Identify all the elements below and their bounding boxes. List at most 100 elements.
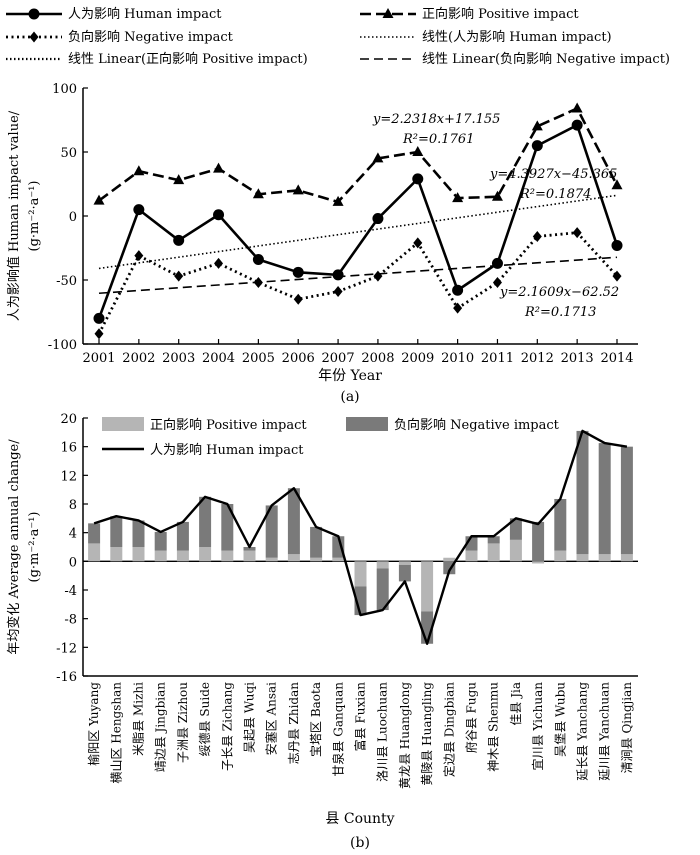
x-tick-label: 2003 xyxy=(162,351,195,366)
negative-impact-point xyxy=(253,277,263,289)
negative-impact-point xyxy=(373,270,383,282)
y-tick-label: 100 xyxy=(52,82,77,97)
positive-impact-bar xyxy=(398,561,411,565)
trend-r2: R²=0.1874 xyxy=(519,187,591,202)
negative-impact-bar xyxy=(554,498,567,551)
positive-impact-bar xyxy=(443,557,456,562)
positive-impact-point xyxy=(611,179,623,190)
category-label: 米脂县 Mizhi xyxy=(131,682,146,756)
trend-r2: R²=0.1713 xyxy=(524,305,596,320)
category-label: 佳县 Jia xyxy=(509,682,523,726)
trend-equation: y=2.1609x−62.52 xyxy=(499,285,619,300)
y-axis-unit: (g·m⁻²·a⁻¹) xyxy=(27,512,42,583)
negative-impact-bar xyxy=(532,521,545,562)
positive-impact-point xyxy=(173,174,185,185)
negative-impact-point xyxy=(492,277,502,289)
x-tick-label: 2001 xyxy=(82,351,115,366)
negative-impact-point xyxy=(453,302,463,314)
y-tick-label: -12 xyxy=(56,641,77,656)
positive-impact-point xyxy=(133,165,145,176)
negative-impact-bar xyxy=(199,496,212,547)
human-impact-point xyxy=(93,312,105,324)
category-label: 子长县 Zichang xyxy=(220,682,234,771)
category-label: 子洲县 Zizhou xyxy=(176,682,190,763)
y-axis-title: 人为影响值 Human impact value/ xyxy=(6,110,22,321)
positive-impact-bar xyxy=(421,561,434,612)
category-label: 清涧县 Qingjian xyxy=(620,682,634,774)
human-impact-point xyxy=(611,239,623,251)
y-tick-label: 50 xyxy=(60,146,77,161)
positive-impact-point xyxy=(412,146,424,156)
positive-impact-bar xyxy=(88,543,101,562)
category-label: 延川县 Yanchuan xyxy=(598,682,612,781)
x-tick-label: 2009 xyxy=(401,351,434,366)
caption-a: (a) xyxy=(340,389,359,405)
positive-impact-point xyxy=(531,120,543,131)
category-label: 吴起县 Wuqi xyxy=(243,682,257,753)
category-label: 宜川县 Yichuan xyxy=(530,682,545,771)
y-axis-unit: (g·m⁻²·a⁻¹) xyxy=(27,181,42,252)
x-tick-label: 2008 xyxy=(361,351,394,366)
positive-impact-bar xyxy=(221,550,234,562)
positive-impact-bar xyxy=(465,550,478,562)
human-impact-point xyxy=(372,213,384,225)
category-label: 黄龙县 Huanglong xyxy=(398,682,412,789)
y-tick-label: 4 xyxy=(69,527,77,542)
negative-impact-bar xyxy=(243,547,256,551)
category-label: 宝塔区 Baota xyxy=(309,682,323,757)
trend-equation: y=4.3927x−45.365 xyxy=(489,167,617,182)
human-impact-point xyxy=(491,257,503,269)
category-label: 洛川县 Luochuan xyxy=(375,682,390,782)
legend-b: 正向影响 Positive impact 负向影响 Negative impact… xyxy=(102,417,560,458)
human-impact-point xyxy=(133,204,145,216)
legend-label: 负向影响 Negative impact xyxy=(68,29,234,45)
negative-impact-bar xyxy=(332,536,345,558)
legend-label: 负向影响 Negative impact xyxy=(394,417,560,433)
legend-marker-human xyxy=(28,8,40,20)
x-axis-title: 年份 Year xyxy=(318,368,382,384)
negative-impact-bar xyxy=(221,504,234,551)
legend-label: 正向影响 Positive impact xyxy=(422,6,579,22)
positive-impact-bar xyxy=(576,554,589,562)
x-tick-label: 2004 xyxy=(202,351,235,366)
y-tick-label: 20 xyxy=(60,412,77,427)
positive-impact-bar xyxy=(487,543,500,562)
negative-impact-bar xyxy=(576,430,589,555)
human-impact-point xyxy=(412,173,424,185)
category-label: 靖边县 Jingbian xyxy=(154,682,168,773)
negative-impact-bar xyxy=(376,568,389,611)
legend-label: 线性 Linear(负向影响 Negative impact) xyxy=(422,51,670,67)
negative-impact-point xyxy=(333,286,343,298)
y-tick-label: 0 xyxy=(69,555,77,570)
human-impact-point xyxy=(213,209,225,221)
trendline-0 xyxy=(98,194,618,270)
category-label: 定边县 Dingbian xyxy=(441,682,456,777)
category-label: 志丹县 Zhidan xyxy=(287,682,301,765)
positive-impact-bar xyxy=(199,547,212,562)
y-axis-title: 年均变化 Average annual change/ xyxy=(6,439,22,655)
y-tick-label: 8 xyxy=(69,498,77,513)
negative-impact-bar xyxy=(88,523,101,544)
x-axis-title: 县 County xyxy=(325,811,394,827)
y-tick-label: -100 xyxy=(48,338,77,353)
x-tick-label: 2012 xyxy=(521,351,554,366)
negative-impact-bar xyxy=(310,526,323,558)
series-line-2 xyxy=(97,231,619,335)
negative-impact-point xyxy=(612,270,622,282)
legend-label: 线性 Linear(正向影响 Positive impact) xyxy=(68,51,308,67)
positive-impact-point xyxy=(213,162,225,173)
legend-label: 人为影响 Human impact xyxy=(150,442,304,458)
human-impact-point xyxy=(332,269,344,281)
negative-impact-bar xyxy=(620,446,633,555)
positive-impact-bar xyxy=(110,547,123,562)
positive-impact-bar xyxy=(598,554,611,562)
positive-impact-point xyxy=(93,194,105,205)
category-label: 延长县 Yanchang xyxy=(576,682,590,781)
caption-b: (b) xyxy=(350,835,370,851)
negative-impact-bar xyxy=(487,536,500,544)
legend-marker-negative xyxy=(29,31,39,43)
series-line-0 xyxy=(97,123,619,319)
category-label: 府谷县 Fugu xyxy=(464,682,479,754)
category-label: 横山区 Hengshan xyxy=(109,682,123,784)
human-impact-point xyxy=(531,140,543,152)
